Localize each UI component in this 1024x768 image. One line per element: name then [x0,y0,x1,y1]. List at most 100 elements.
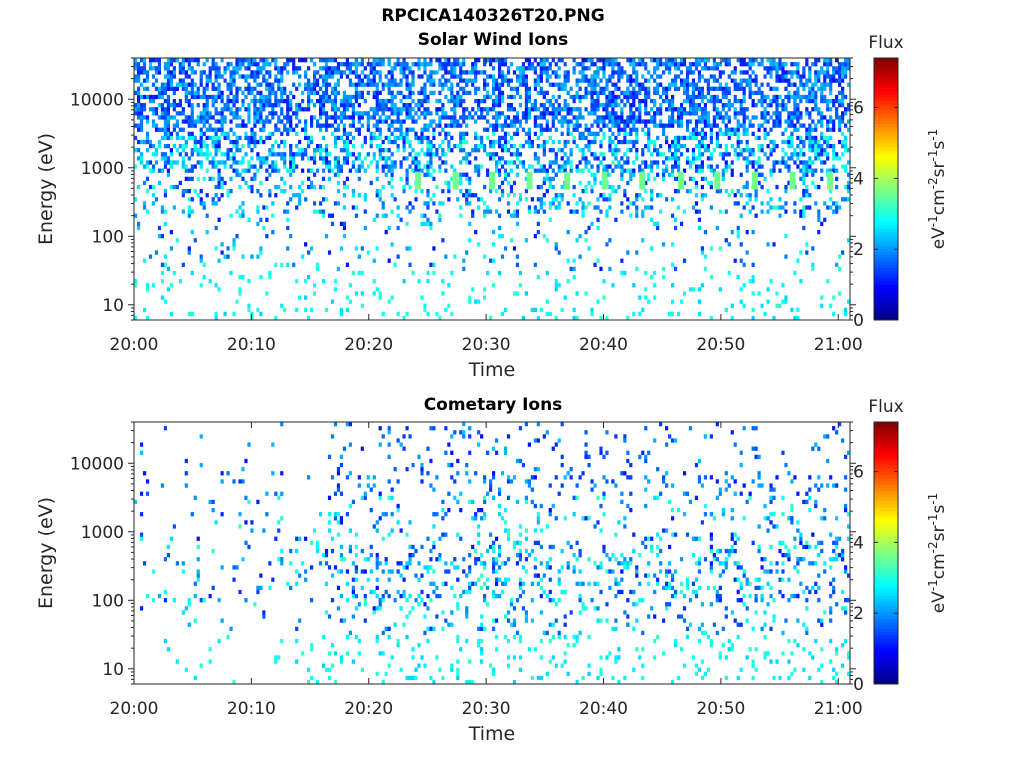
heatmap-cell [515,148,520,153]
heatmap-cell [587,111,591,116]
heatmap-cell [307,135,311,141]
heatmap-cell [139,58,144,63]
heatmap-cell [274,98,278,104]
heatmap-cell [274,164,278,169]
heatmap-cell [226,98,230,104]
heatmap-cell [139,442,144,447]
heatmap-cell [650,119,654,124]
heatmap-cell [605,123,609,128]
heatmap-cell [635,115,639,120]
heatmap-cell [608,164,612,169]
heatmap-cell [492,115,496,120]
heatmap-cell [787,139,791,145]
heatmap-cell [841,90,845,96]
heatmap-cell [512,180,517,186]
heatmap-cell [668,58,672,63]
heatmap-cell [796,94,800,100]
heatmap-cell [727,86,731,91]
heatmap-cell [268,193,272,198]
heatmap-cell [844,139,848,145]
heatmap-cell [811,246,815,251]
heatmap-cell [429,74,433,79]
heatmap-cell [477,164,481,169]
heatmap-cell [581,209,585,214]
heatmap-cell [193,139,197,145]
heatmap-cell [163,299,168,304]
heatmap-cell [280,561,284,566]
heatmap-cell [700,119,705,124]
heatmap-cell [190,115,194,120]
heatmap-cell [688,107,693,112]
heatmap-cell [512,246,517,251]
heatmap-cell [453,58,457,63]
heatmap-cell [775,160,779,165]
heatmap-cell [623,160,627,165]
heatmap-cell [545,98,549,104]
heatmap-cell [214,143,218,149]
heatmap-cell [136,66,141,71]
heatmap-cell [447,189,451,194]
heatmap-cell [172,107,176,112]
heatmap-cell [235,139,239,145]
heatmap-cell [593,180,597,186]
heatmap-cell [545,299,549,304]
heatmap-cell [572,266,576,272]
heatmap-cell [668,103,672,108]
heatmap-cell [304,295,308,300]
heatmap-cell [390,168,394,173]
heatmap-cell [366,78,370,83]
heatmap-cell [339,655,344,660]
heatmap-cell [214,283,218,288]
heatmap-cell [336,127,341,132]
heatmap-cell [808,131,812,136]
heatmap-cell [190,86,194,91]
heatmap-cell [763,66,767,71]
heatmap-cell [280,156,284,161]
heatmap-cell [593,119,597,124]
heatmap-cell [497,86,502,91]
heatmap-cell [614,58,618,63]
heatmap-cell [602,156,606,161]
heatmap-cell [145,315,150,321]
heatmap-cell [832,143,836,149]
heatmap-cell [381,58,385,63]
heatmap-cell [315,209,320,214]
heatmap-cell [447,98,451,104]
heatmap-cell [259,311,263,317]
heatmap-cell [330,475,335,480]
heatmap-cell [611,139,615,145]
heatmap-cell [644,98,648,104]
heatmap-cell [339,311,344,317]
heatmap-cell [134,123,138,128]
heatmap-cell [847,107,851,112]
heatmap-cell [304,197,308,202]
heatmap-cell [608,205,612,210]
heatmap-cell [324,111,329,116]
heatmap-cell [802,225,806,231]
heatmap-cell [277,152,281,157]
heatmap-cell [757,156,761,161]
heatmap-cell [369,115,373,120]
heatmap-cell [426,62,430,67]
heatmap-cell [372,115,376,120]
heatmap-cell [808,123,812,128]
heatmap-cell [730,303,734,308]
heatmap-cell [671,143,675,149]
heatmap-cell [736,234,740,239]
heatmap-cell [202,262,206,267]
heatmap-cell [417,58,421,63]
heatmap-cell [190,270,194,276]
heatmap-cell [238,205,242,210]
heatmap-cell [847,197,851,202]
heatmap-cell [608,62,612,67]
heatmap-cell [835,66,839,71]
heatmap-cell [802,168,806,173]
heatmap-cell [474,62,478,67]
unit-part: s [929,141,949,150]
heatmap-cell [757,86,761,91]
heatmap-cell [539,58,543,63]
heatmap-cell [184,168,188,173]
heatmap-cell [671,78,675,83]
heatmap-cell [268,94,272,100]
